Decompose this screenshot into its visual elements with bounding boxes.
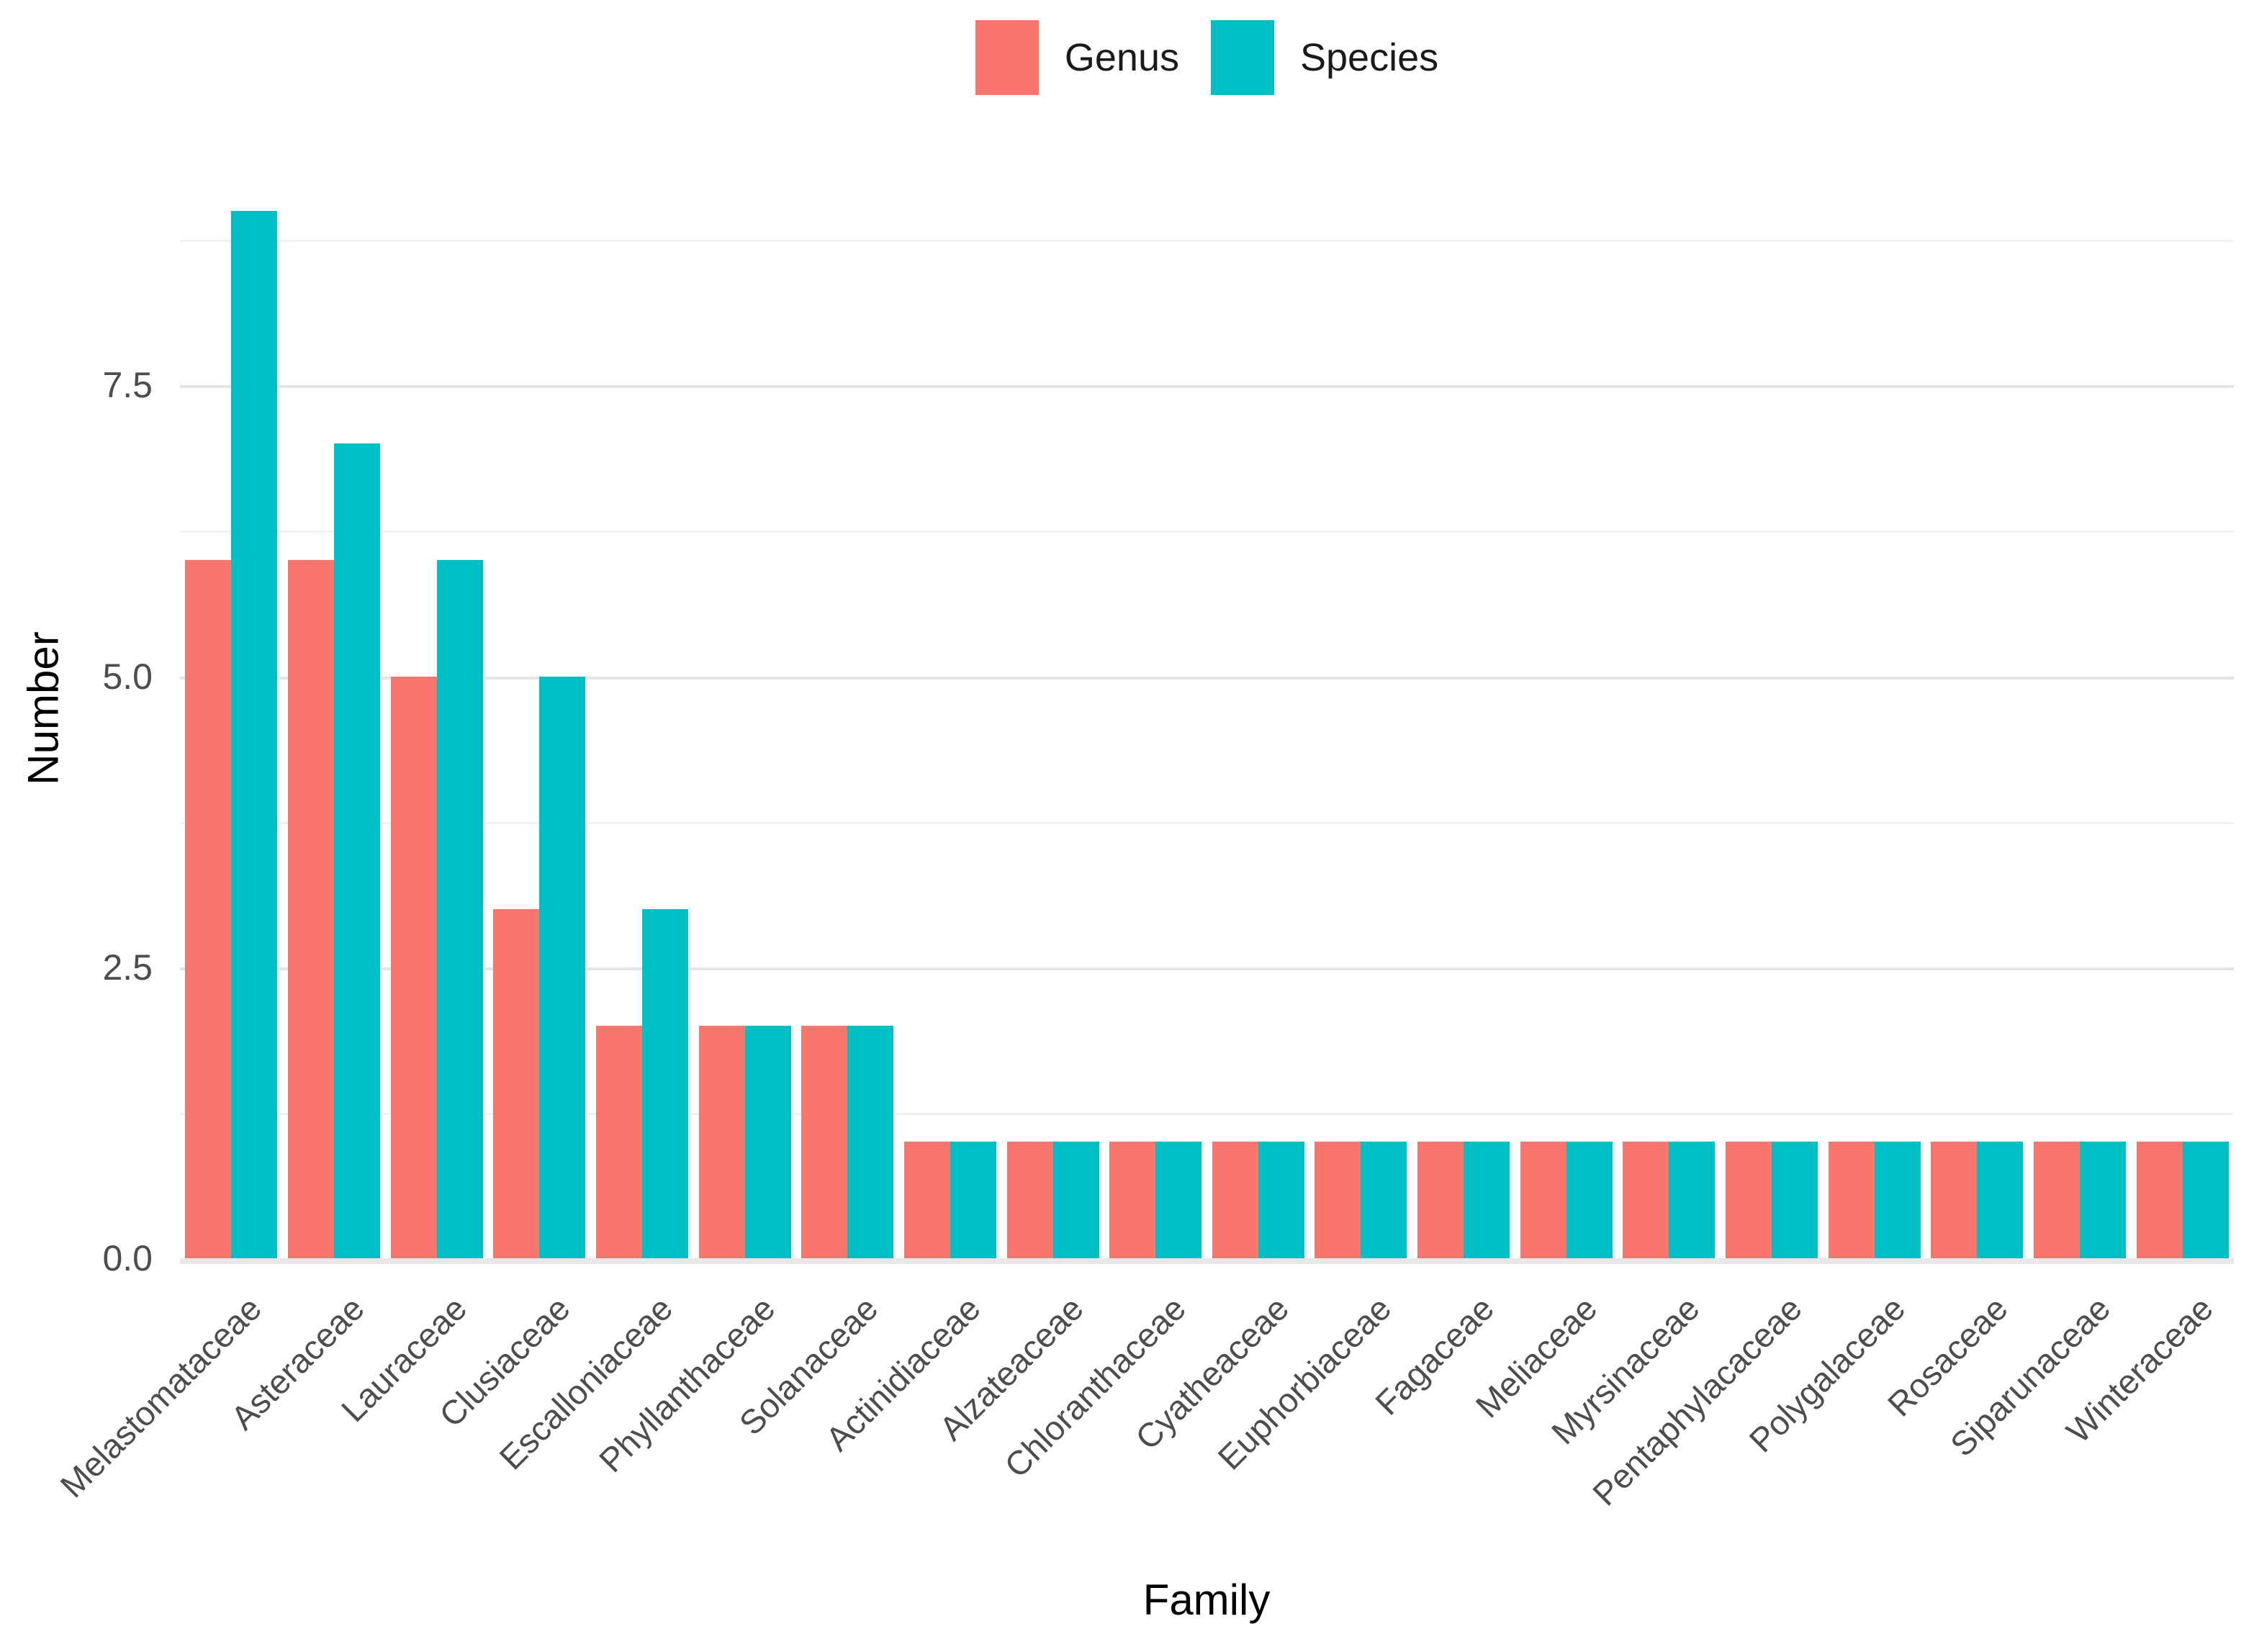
bar-genus-winteraceae [2136,1142,2183,1258]
gridline-major [180,676,2234,680]
y-tick-labels: 0.0 2.5 5.0 7.5 [0,0,153,1652]
bar-genus-fagaceae [1417,1142,1464,1258]
bar-genus-siparunaceae [2034,1142,2081,1258]
bar-species-fagaceae [1464,1142,1510,1258]
legend-swatch-genus [975,20,1039,95]
bar-species-meliaceae [1566,1142,1613,1258]
gridline-baseline [180,1258,2234,1264]
bar-species-escalloniaceae [641,908,688,1258]
bar-genus-polygalaceae [1828,1142,1875,1258]
x-axis-title: Family [1142,1576,1271,1624]
y-tick-label-5.0: 5.0 [102,656,153,697]
bar-genus-meliaceae [1520,1142,1566,1258]
bar-species-siparunaceae [2080,1142,2127,1258]
bar-genus-phyllanthaceae [698,1025,745,1258]
bar-genus-euphorbiaceae [1315,1142,1361,1258]
bar-species-euphorbiaceae [1361,1142,1407,1258]
bar-species-melastomataceae [231,210,278,1258]
gridline-major [180,967,2234,970]
legend-item-genus: Genus [975,20,1179,95]
bar-species-chloranthaceae [1155,1142,1202,1258]
bar-species-asteraceae [333,443,380,1258]
bar-genus-myrsinaceae [1623,1142,1669,1258]
bar-genus-alzateaceae [1006,1142,1053,1258]
bar-species-clusiaceae [539,676,586,1258]
x-label-chloranthaceae: Chloranthaceae [997,1288,1194,1485]
gridline-minor [180,240,2234,243]
legend-item-species: Species [1210,20,1439,95]
bar-species-phyllanthaceae [744,1025,791,1258]
bar-genus-asteraceae [287,559,334,1258]
bar-genus-lauraceae [390,676,437,1258]
plot-panel [180,158,2234,1264]
bar-species-pentaphylacaceae [1772,1142,1818,1258]
y-tick-label-2.5: 2.5 [102,947,153,988]
bar-genus-solanaceae [801,1025,848,1258]
y-tick-label-0.0: 0.0 [102,1238,153,1278]
legend-swatch-species [1210,20,1274,95]
gridline-minor [180,531,2234,533]
bar-genus-escalloniaceae [595,1025,642,1258]
gridline-minor [180,821,2234,824]
bar-genus-pentaphylacaceae [1726,1142,1772,1258]
bar-species-solanaceae [847,1025,894,1258]
bar-genus-melastomataceae [185,559,232,1258]
legend-label-species: Species [1299,36,1439,79]
bar-species-myrsinaceae [1669,1142,1716,1258]
gridline-major [180,385,2234,389]
bar-genus-rosaceae [1931,1142,1978,1258]
bar-species-polygalaceae [1874,1142,1921,1258]
bar-genus-cyatheaceae [1212,1142,1258,1258]
bar-species-actinidiaceae [950,1142,996,1258]
y-tick-label-7.5: 7.5 [102,365,153,406]
bar-species-rosaceae [1977,1142,2024,1258]
legend-label-genus: Genus [1064,36,1179,79]
bar-species-cyatheaceae [1258,1142,1304,1258]
bar-genus-actinidiaceae [903,1142,950,1258]
bar-species-lauraceae [436,559,483,1258]
bar-species-alzateaceae [1052,1142,1099,1258]
bar-species-winteraceae [2182,1142,2229,1258]
x-label-phyllanthaceae: Phyllanthaceae [591,1288,783,1480]
legend: Genus Species [180,20,2234,95]
gridline-minor [180,1112,2234,1115]
bar-genus-chloranthaceae [1109,1142,1156,1258]
bar-genus-clusiaceae [493,908,540,1258]
